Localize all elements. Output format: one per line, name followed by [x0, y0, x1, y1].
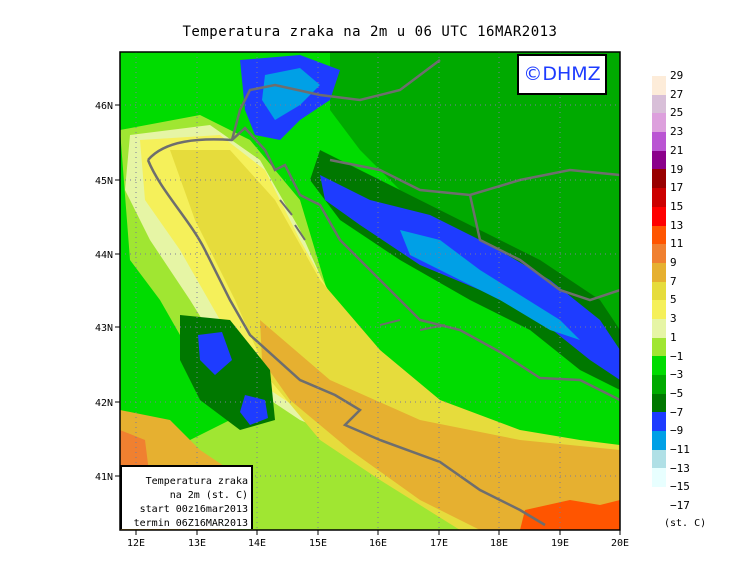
legend-unit: (st. C) — [664, 518, 707, 529]
x-tick-label: 12E — [127, 538, 145, 549]
legend-label: 19 — [670, 162, 684, 176]
legend-swatch — [652, 188, 666, 207]
legend-label: 15 — [670, 199, 684, 213]
y-tick-label: 45N — [95, 176, 113, 187]
legend-label: 25 — [670, 106, 684, 120]
legend-label: −11 — [670, 443, 690, 456]
legend-label: 29 — [670, 69, 684, 82]
legend-label: 7 — [670, 274, 677, 288]
legend-swatch — [652, 113, 666, 133]
legend-swatch — [652, 300, 666, 319]
y-tick-label: 46N — [95, 101, 113, 112]
legend-label: −3 — [670, 368, 684, 382]
temperature-field — [120, 52, 620, 530]
info-box: Temperatura zraka na 2m (st. C) start 00… — [120, 465, 253, 529]
legend-label: 5 — [670, 293, 677, 307]
legend-swatch — [652, 132, 666, 151]
x-tick-label: 15E — [309, 538, 327, 549]
legend-swatch — [652, 281, 666, 301]
legend-label: 3 — [670, 312, 677, 326]
info-line: start 00z16mar2013 — [139, 504, 248, 515]
legend-swatch — [652, 375, 666, 394]
legend-label: 11 — [670, 237, 684, 251]
info-line: na 2m (st. C) — [169, 490, 248, 501]
x-tick-label: 14E — [248, 538, 266, 549]
y-tick-label: 44N — [95, 250, 113, 261]
legend-label: 21 — [670, 143, 684, 157]
legend-swatch — [652, 94, 666, 114]
y-tick-label: 42N — [95, 398, 113, 409]
axis-ticks: 12E 13E 14E 15E 16E 17E 18E 19E 20E 46N 45N 44N 43N 4… — [95, 101, 629, 549]
legend-swatch — [652, 337, 666, 357]
y-tick-label: 43N — [95, 323, 113, 334]
zone-cyan-alps — [262, 68, 320, 120]
x-tick-label: 16E — [369, 538, 387, 549]
legend-label: −15 — [670, 480, 690, 494]
legend-swatch — [652, 318, 666, 338]
legend-swatch — [652, 393, 666, 413]
x-tick-label: 18E — [490, 538, 508, 549]
legend-swatch — [652, 225, 666, 245]
zone-cyan-dinaric — [400, 230, 580, 340]
legend-swatch — [652, 76, 666, 95]
graticule — [120, 52, 620, 530]
x-tick-label: 19E — [551, 538, 569, 549]
x-tick-label: 20E — [611, 538, 629, 549]
zone-orange-south — [260, 320, 620, 530]
map-title: Temperatura zraka na 2m u 06 UTC 16MAR20… — [182, 24, 558, 40]
legend-swatch — [652, 206, 666, 226]
info-line: Temperatura zraka — [145, 476, 248, 487]
legend-swatch — [652, 412, 666, 432]
legend-swatch — [652, 262, 666, 282]
legend-label: 23 — [670, 125, 684, 139]
legend-swatch — [652, 431, 666, 450]
legend-swatch — [652, 468, 666, 488]
legend-label: −5 — [670, 386, 684, 400]
legend-label: −17 — [670, 499, 690, 513]
zone-deep-orange — [520, 500, 620, 530]
legend-label: −1 — [670, 349, 684, 363]
color-legend: 29 27 25 23 21 19 17 15 13 11 9 7 5 3 1 −1 −3 −5 −7 −9 −11 −1… — [652, 69, 690, 512]
legend-swatch — [652, 150, 666, 170]
legend-label: 9 — [670, 256, 677, 269]
y-tick-label: 41N — [95, 472, 113, 483]
coastlines-and-borders — [146, 59, 620, 527]
legend-swatch — [652, 356, 666, 375]
legend-swatch — [652, 169, 666, 189]
legend-label: 13 — [670, 218, 684, 232]
legend-label: −7 — [670, 405, 684, 419]
legend-swatch — [652, 449, 666, 469]
dhmz-watermark: ©DHMZ — [517, 54, 607, 95]
legend-label: −13 — [670, 461, 690, 475]
zone-dark-green — [330, 52, 620, 330]
x-tick-label: 17E — [430, 538, 448, 549]
legend-label: 27 — [670, 87, 684, 101]
info-line: termin 06Z16MAR2013 — [133, 518, 248, 529]
legend-label: 1 — [670, 330, 677, 344]
zone-warm-yellow — [170, 150, 620, 530]
x-tick-label: 13E — [188, 538, 206, 549]
plot-frame — [119, 51, 621, 531]
zone-blue-apennine-1 — [198, 332, 232, 375]
legend-label: −9 — [670, 424, 684, 438]
legend-label: 17 — [670, 181, 684, 195]
legend-swatch — [652, 244, 666, 263]
